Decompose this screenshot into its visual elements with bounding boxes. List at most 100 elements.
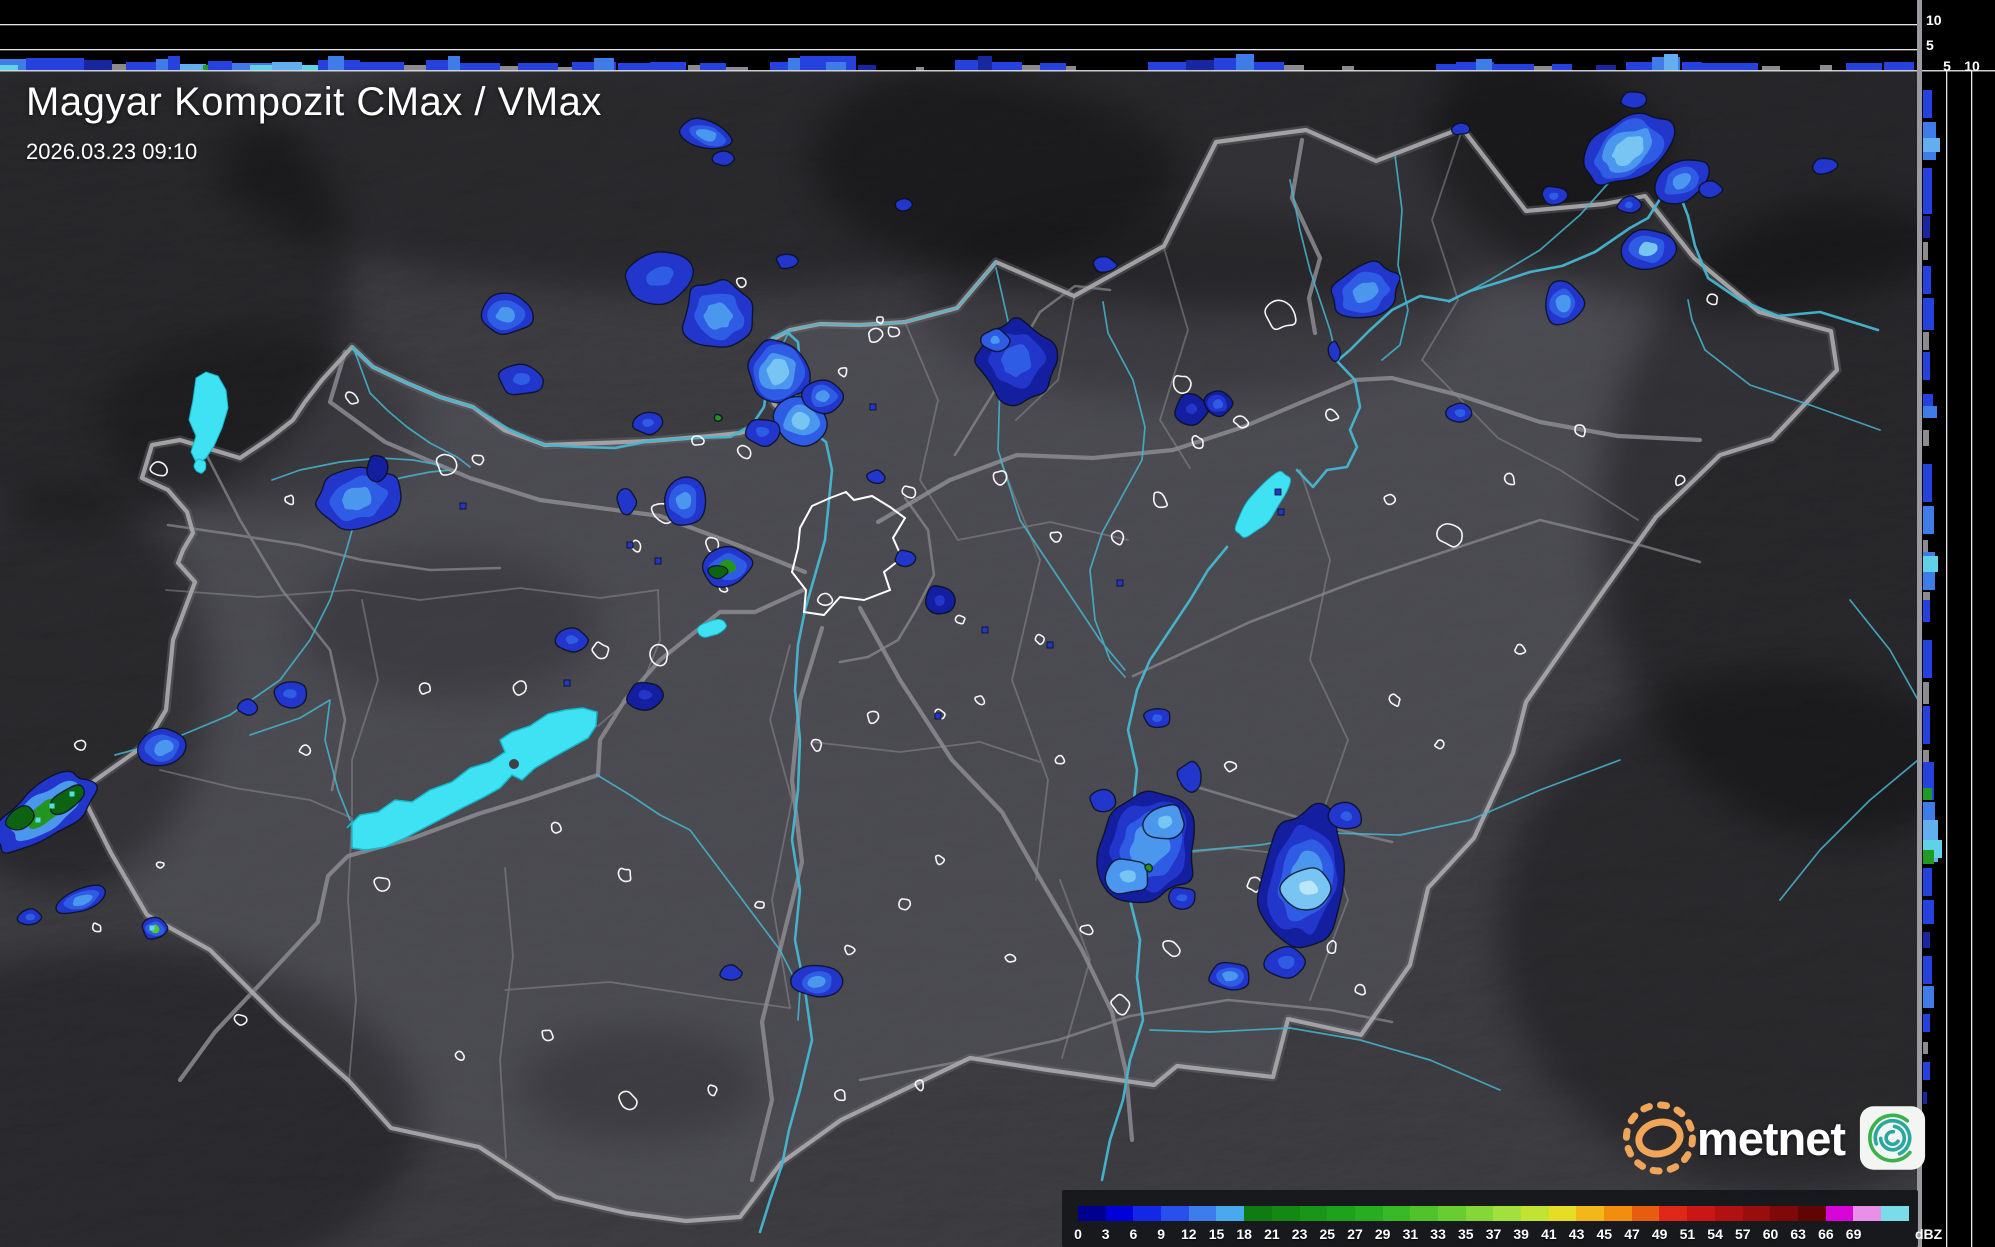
dbz-color-block	[1493, 1206, 1521, 1221]
profile-bar	[1923, 298, 1934, 330]
profile-bar	[1923, 706, 1930, 744]
legend-tick: 15	[1208, 1226, 1225, 1242]
dbz-color-block	[1078, 1206, 1106, 1221]
town-outline	[1034, 633, 1045, 646]
top-panel-bg	[0, 0, 1918, 71]
dbz-color-block	[1299, 1206, 1328, 1221]
county-border	[769, 644, 793, 1009]
sun-rays	[1622, 1101, 1696, 1175]
lake	[696, 618, 727, 638]
profile-bar	[650, 62, 686, 71]
budapest-boundary	[790, 490, 907, 617]
profile-bar	[1923, 850, 1934, 864]
echo-cell	[1624, 201, 1633, 209]
town-outline	[284, 494, 295, 506]
town-outline	[736, 444, 752, 460]
height-gridline	[0, 24, 1918, 26]
dbz-color-block	[1604, 1206, 1632, 1221]
profile-bar	[1923, 750, 1929, 762]
town-outline	[1191, 434, 1204, 450]
echo-cell	[766, 358, 790, 386]
legend-tick: 9	[1157, 1226, 1165, 1242]
town-outline	[1232, 415, 1250, 429]
profile-bar	[1186, 60, 1214, 71]
town-outline	[1004, 953, 1017, 963]
county-border	[1299, 469, 1349, 741]
profile-bar	[112, 64, 126, 71]
legend-tick: 18	[1236, 1226, 1252, 1242]
dbz-color-block	[1271, 1206, 1300, 1221]
echo-cell	[1213, 399, 1224, 409]
legend-tick: 41	[1541, 1226, 1557, 1242]
echo-cell	[707, 564, 729, 580]
profile-bar	[1923, 1092, 1927, 1104]
echo-cell	[642, 418, 654, 427]
dbz-color-block	[1382, 1206, 1411, 1221]
echo-cell	[815, 390, 830, 403]
profile-bar	[1923, 540, 1928, 552]
echo-cell	[1555, 294, 1571, 313]
dbz-color-block	[1659, 1206, 1688, 1221]
echo-cell	[1158, 815, 1173, 829]
echo-cell	[1152, 714, 1163, 723]
town-outline	[901, 485, 917, 499]
river	[1295, 188, 1880, 489]
profile-bar	[992, 62, 1022, 71]
dbz-color-block	[1105, 1206, 1134, 1221]
echo-cell	[1001, 344, 1032, 378]
height-gridline	[0, 49, 1918, 51]
town-outline	[1706, 293, 1719, 306]
motorway	[857, 605, 1135, 1143]
echo-cell	[72, 894, 93, 907]
river	[761, 261, 997, 386]
echo-fleck	[35, 817, 41, 823]
legend-tick: 21	[1264, 1226, 1280, 1242]
profile-bar	[1022, 65, 1040, 71]
town-outline	[550, 821, 562, 834]
echo-speck	[1046, 641, 1054, 649]
echo-cell	[1185, 403, 1198, 414]
town-outline	[816, 592, 834, 606]
dbz-color-block	[1161, 1206, 1189, 1221]
echo-cell	[1812, 157, 1839, 175]
echo-cell	[565, 635, 579, 645]
echo-fleck	[69, 791, 75, 797]
town-outline	[373, 876, 391, 892]
profile-bar	[1923, 266, 1931, 294]
dbz-color-block	[1327, 1206, 1355, 1221]
river	[354, 351, 471, 468]
legend-tick: 6	[1129, 1226, 1138, 1242]
echo-cell	[1176, 760, 1202, 793]
profile-bar	[618, 63, 650, 71]
motorway	[1289, 137, 1323, 336]
profile-bar	[1664, 54, 1678, 71]
town-outline	[618, 1090, 638, 1111]
echo-cell	[713, 413, 723, 422]
county-border	[419, 587, 659, 601]
river	[1089, 301, 1146, 678]
profile-bar	[1552, 64, 1572, 71]
echo-cell	[1698, 180, 1724, 199]
profile-bar	[1923, 932, 1930, 948]
profile-bar	[1923, 868, 1932, 896]
map-panel-divider	[1917, 0, 1922, 1247]
town-outlines	[73, 186, 1719, 1111]
legend-tick: 25	[1319, 1226, 1336, 1242]
town-outline	[1675, 474, 1686, 487]
echo-cell	[1089, 788, 1117, 813]
metnet-logo: metnet	[1616, 1090, 1926, 1186]
profile-bar	[1066, 66, 1076, 71]
cyclone-app-icon	[1859, 1106, 1926, 1170]
lake	[1234, 471, 1292, 538]
profile-bar	[1923, 600, 1930, 622]
echo-cell	[1277, 955, 1295, 969]
profile-bar	[700, 63, 726, 71]
motorway	[177, 587, 806, 1083]
town-outline	[707, 1084, 718, 1097]
town-outline	[875, 316, 885, 325]
town-outline	[1383, 493, 1397, 506]
echo-cell	[894, 197, 914, 212]
dbz-color-block	[1770, 1206, 1798, 1221]
profile-bar	[1534, 66, 1552, 71]
top-profile-panel	[0, 0, 1918, 71]
